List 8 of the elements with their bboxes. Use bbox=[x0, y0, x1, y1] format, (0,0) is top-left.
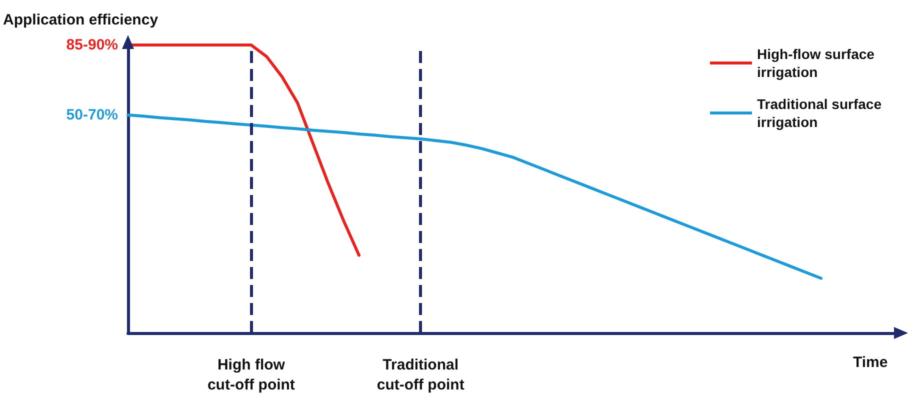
y-axis-title: Application efficiency bbox=[3, 12, 159, 28]
text: Traditional cut-off point bbox=[376, 356, 464, 394]
text: High flow cut-off point bbox=[207, 356, 295, 394]
x-axis-title: Time bbox=[853, 354, 888, 371]
legend-label: High-flow surface irrigation bbox=[757, 46, 878, 80]
text: 50-70% bbox=[66, 106, 118, 124]
text: 85-90% bbox=[66, 36, 118, 54]
legend-label: Traditional surface irrigation bbox=[757, 96, 886, 130]
